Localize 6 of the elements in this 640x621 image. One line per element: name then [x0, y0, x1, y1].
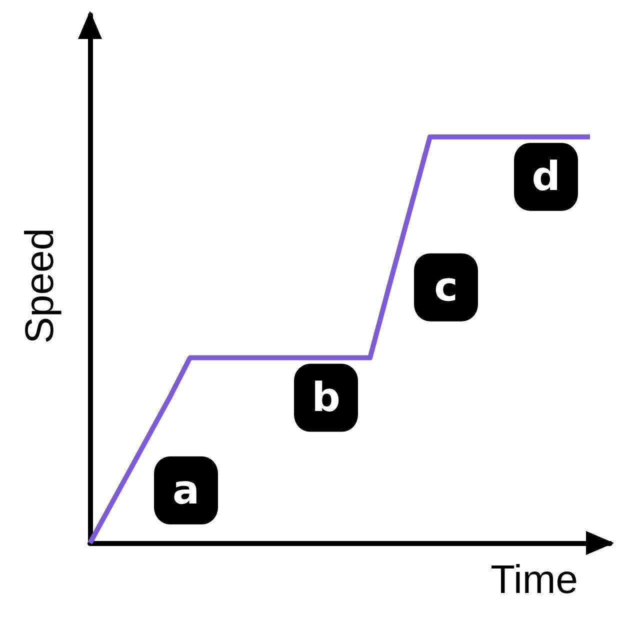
annotation: c [434, 264, 458, 310]
annotation: b [312, 374, 340, 421]
x-axis-title: Time [490, 558, 578, 602]
annotation: d [532, 154, 560, 200]
annotation: a [172, 467, 200, 514]
y-axis-title: Speed [18, 228, 62, 344]
